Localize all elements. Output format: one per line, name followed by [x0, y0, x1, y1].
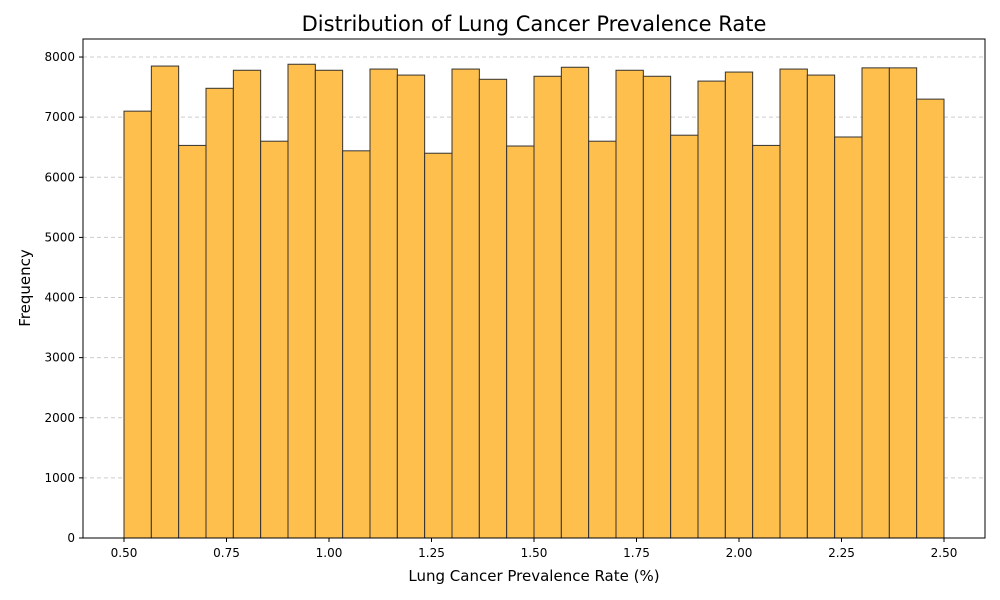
histogram-bar — [369, 68, 398, 539]
y-tick-label: 3000 — [44, 351, 75, 365]
x-tick-label: 0.75 — [213, 546, 240, 560]
bars-layer — [123, 63, 945, 539]
histogram-bar — [424, 152, 453, 539]
x-axis: 0.50 0.75 1.00 1.25 1.50 1.75 2.00 2.25 2.50 — [111, 538, 958, 560]
histogram-bar — [697, 80, 726, 539]
histogram-bar — [396, 74, 426, 539]
histogram-bar — [806, 74, 836, 539]
histogram-bar — [670, 134, 699, 539]
y-tick-label: 6000 — [44, 170, 75, 184]
histogram-bar — [642, 75, 672, 539]
chart-title: Distribution of Lung Cancer Prevalence R… — [302, 12, 767, 36]
y-tick-label: 8000 — [44, 50, 75, 64]
histogram-bar — [615, 69, 644, 539]
x-axis-label: Lung Cancer Prevalence Rate (%) — [408, 567, 659, 585]
y-axis-label: Frequency — [16, 249, 34, 327]
x-tick-label: 0.50 — [111, 546, 138, 560]
x-tick-label: 1.00 — [316, 546, 343, 560]
histogram-bar — [205, 87, 234, 539]
histogram-bar — [916, 98, 945, 539]
histogram-bar — [314, 69, 344, 539]
histogram-bar — [752, 144, 781, 539]
y-tick-label: 5000 — [44, 230, 75, 244]
histogram-bar — [178, 144, 207, 539]
y-tick-label: 2000 — [44, 411, 75, 425]
histogram-bar — [342, 150, 371, 539]
x-tick-label: 2.50 — [931, 546, 958, 560]
histogram-bar — [533, 75, 562, 539]
histogram-bar — [888, 67, 918, 539]
x-tick-label: 1.50 — [521, 546, 548, 560]
histogram-bar — [150, 65, 180, 539]
x-tick-label: 2.00 — [726, 546, 753, 560]
x-tick-label: 2.25 — [828, 546, 855, 560]
histogram-bar — [478, 78, 508, 539]
histogram-bar — [287, 63, 316, 539]
histogram-bar — [724, 71, 754, 539]
histogram-bar — [260, 140, 289, 539]
histogram-bar — [861, 67, 890, 539]
y-axis: 0 1000 2000 3000 4000 5000 6000 7000 8000 — [44, 50, 83, 545]
y-tick-label: 4000 — [44, 291, 75, 305]
histogram-bar — [232, 69, 262, 539]
histogram-bar — [123, 110, 152, 539]
y-tick-label: 7000 — [44, 110, 75, 124]
histogram-bar — [834, 136, 863, 539]
y-tick-label: 1000 — [44, 471, 75, 485]
x-tick-label: 1.25 — [418, 546, 445, 560]
histogram-bar — [560, 66, 590, 539]
x-tick-label: 1.75 — [623, 546, 650, 560]
histogram-bar — [588, 140, 617, 539]
histogram-bar — [451, 68, 480, 539]
histogram-bar — [779, 68, 808, 539]
y-tick-label: 0 — [67, 531, 75, 545]
histogram-bar — [506, 145, 535, 539]
